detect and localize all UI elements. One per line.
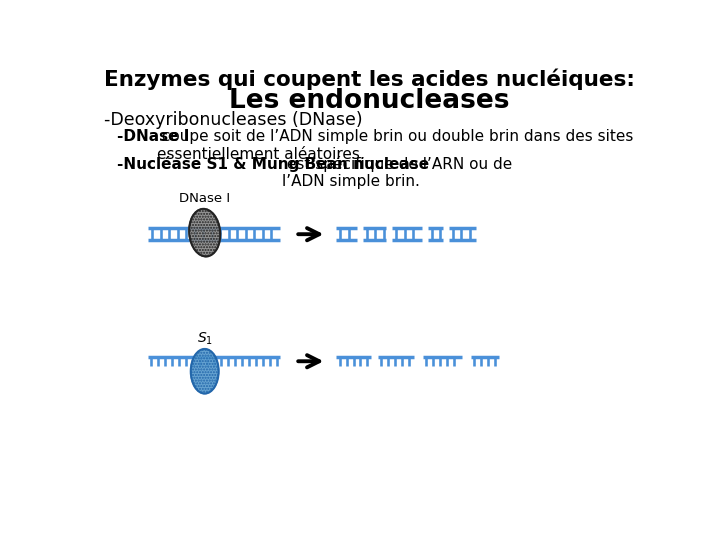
Text: -Nucléase S1 & Mung Bean nuclease: -Nucléase S1 & Mung Bean nuclease — [117, 156, 429, 172]
Ellipse shape — [191, 349, 219, 394]
Text: Les endonucleases: Les endonucleases — [229, 88, 509, 114]
Text: est spécifique de l’ARN ou de
l’ADN simple brin.: est spécifique de l’ARN ou de l’ADN simp… — [282, 156, 513, 189]
Text: DNase I: DNase I — [179, 192, 230, 205]
Text: -DNase I: -DNase I — [117, 130, 189, 145]
Text: coupe soit de l’ADN simple brin ou double brin dans des sites
essentiellement al: coupe soit de l’ADN simple brin ou doubl… — [157, 130, 633, 162]
Text: Enzymes qui coupent les acides nucléiques:: Enzymes qui coupent les acides nucléique… — [104, 69, 634, 90]
Text: -Deoxyribonucleases (DNase): -Deoxyribonucleases (DNase) — [104, 111, 363, 129]
Ellipse shape — [189, 209, 220, 256]
Text: $S_1$: $S_1$ — [197, 330, 212, 347]
